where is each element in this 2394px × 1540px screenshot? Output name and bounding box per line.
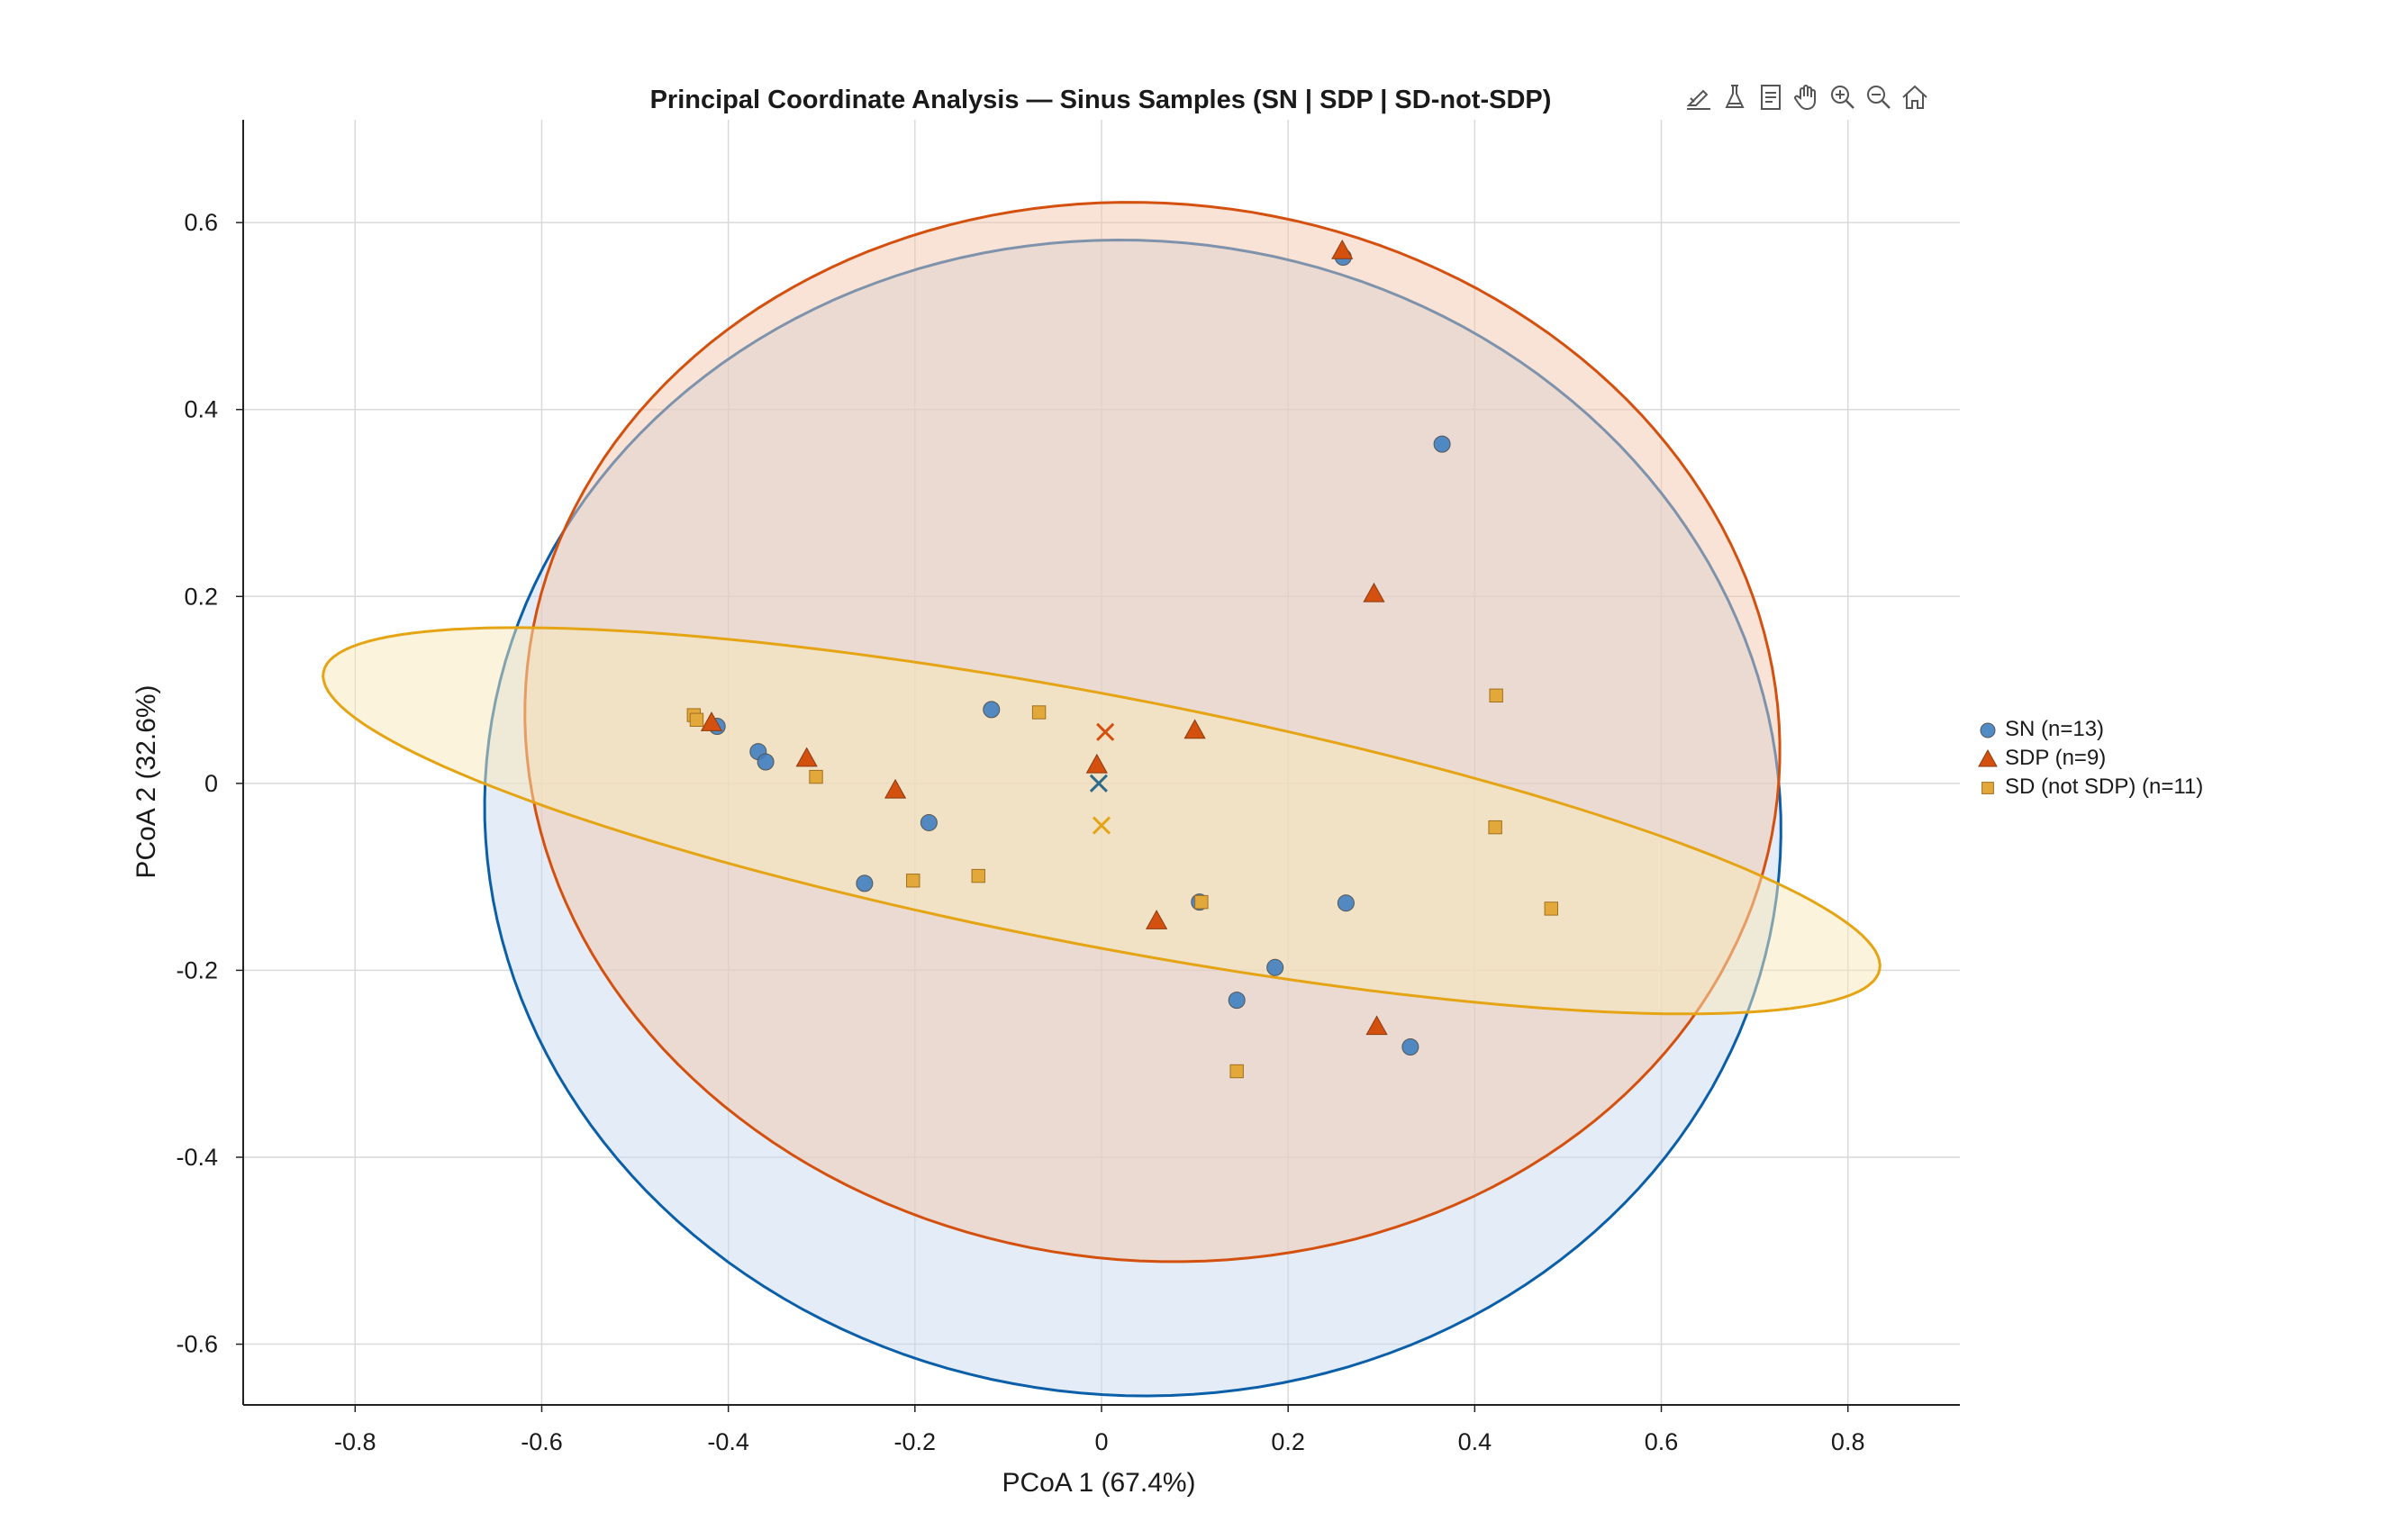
point-sd-not-sdp: [971, 868, 985, 883]
point-sd-not-sdp: [1229, 1064, 1244, 1079]
centroid-markers: [1089, 722, 1115, 835]
point-sn: [1266, 958, 1284, 976]
tick-labels: -0.8 -0.6 -0.4 -0.2 0 0.2 0.4 0.6 0.8 -0.6 -0.4 -0.…: [176, 209, 1864, 1455]
pan-hand-icon[interactable]: [1791, 79, 1823, 115]
point-sd-not-sdp: [1489, 688, 1503, 702]
y-tick-label: 0.4: [184, 396, 218, 423]
point-sd-not-sdp: [1194, 894, 1209, 910]
legend-marker-shape: [1980, 722, 1996, 738]
y-tick-label: 0.2: [184, 583, 218, 610]
x-tick-label: 0.6: [1645, 1428, 1679, 1455]
point-sdp: [1331, 240, 1354, 259]
y-tick-label: 0: [204, 770, 218, 797]
x-tick-label: 0.4: [1458, 1428, 1492, 1455]
centroid-sn: [1089, 774, 1108, 793]
x-tick-label: -0.4: [707, 1428, 749, 1455]
point-sd-not-sdp: [906, 874, 920, 888]
point-sdp: [1146, 910, 1168, 929]
point-sd-not-sdp: [809, 769, 823, 784]
zoom-in-icon[interactable]: [1827, 79, 1859, 115]
legend-marker-sd-not-sdp: [1978, 777, 1998, 797]
legend-label: SN (n=13): [2005, 717, 2105, 741]
x-tick-label: -0.6: [521, 1428, 563, 1455]
chart-title: Principal Coordinate Analysis — Sinus Sa…: [650, 86, 1552, 114]
point-sn: [983, 701, 1001, 719]
legend-marker-shape: [1978, 748, 1998, 767]
x-tick-label: 0.8: [1831, 1428, 1865, 1455]
y-tick-label: -0.4: [176, 1144, 218, 1171]
point-sdp: [1085, 753, 1108, 774]
flask-icon[interactable]: [1718, 79, 1751, 115]
centroid-sd-not-sdp: [1092, 816, 1111, 835]
point-sd-not-sdp: [689, 712, 704, 727]
point-sd-not-sdp: [1488, 820, 1502, 835]
point-sn: [757, 753, 775, 771]
x-tick-label: 0.2: [1271, 1428, 1305, 1455]
centroid-sdp: [1096, 722, 1115, 741]
legend-marker-sn: [1978, 720, 1998, 739]
legend-marker-sdp: [1978, 748, 1998, 768]
legend-label: SD (not SDP) (n=11): [2005, 775, 2204, 799]
y-tick-label: -0.6: [176, 1331, 218, 1358]
legend-item-sd-not-sdp[interactable]: SD (not SDP) (n=11): [1978, 773, 2203, 802]
point-sdp: [1365, 1015, 1388, 1036]
data-points: [686, 240, 1558, 1079]
edit-icon[interactable]: [1682, 79, 1715, 115]
point-sn: [1401, 1038, 1419, 1056]
data-cursor-icon[interactable]: [1755, 79, 1787, 115]
point-sd-not-sdp: [1031, 705, 1047, 720]
point-sdp: [884, 778, 907, 799]
x-tick-label: 0: [1094, 1428, 1108, 1455]
zoom-out-icon[interactable]: [1863, 79, 1895, 115]
y-axis-label: PCoA 2 (32.6%): [131, 684, 161, 878]
x-tick-label: -0.8: [334, 1428, 376, 1455]
point-sn: [1228, 992, 1246, 1010]
y-tick-label: -0.2: [176, 956, 218, 983]
legend-item-sdp[interactable]: SDP (n=9): [1978, 744, 2203, 773]
point-sdp: [700, 711, 723, 731]
legend-marker-shape: [1981, 782, 1994, 794]
legend-label: SDP (n=9): [2005, 746, 2107, 770]
y-tick-label: 0.6: [184, 209, 218, 236]
point-sdp: [1363, 582, 1385, 602]
point-sn: [920, 813, 938, 831]
legend: SN (n=13) SDP (n=9) SD (not SDP) (n=11): [1978, 715, 2203, 802]
point-sn: [1433, 435, 1451, 453]
point-sdp: [1183, 719, 1206, 739]
home-icon[interactable]: [1899, 79, 1931, 115]
x-axis-label: PCoA 1 (67.4%): [1002, 1468, 1195, 1498]
point-sn: [856, 874, 874, 892]
point-sdp: [795, 747, 818, 767]
figure-toolbar: [1682, 79, 1931, 119]
confidence-ellipses: [322, 201, 1882, 1398]
point-sn: [1337, 894, 1355, 912]
axes: [236, 120, 1960, 1412]
point-sd-not-sdp: [1544, 901, 1558, 916]
x-tick-label: -0.2: [894, 1428, 937, 1455]
legend-item-sn[interactable]: SN (n=13): [1978, 715, 2203, 744]
